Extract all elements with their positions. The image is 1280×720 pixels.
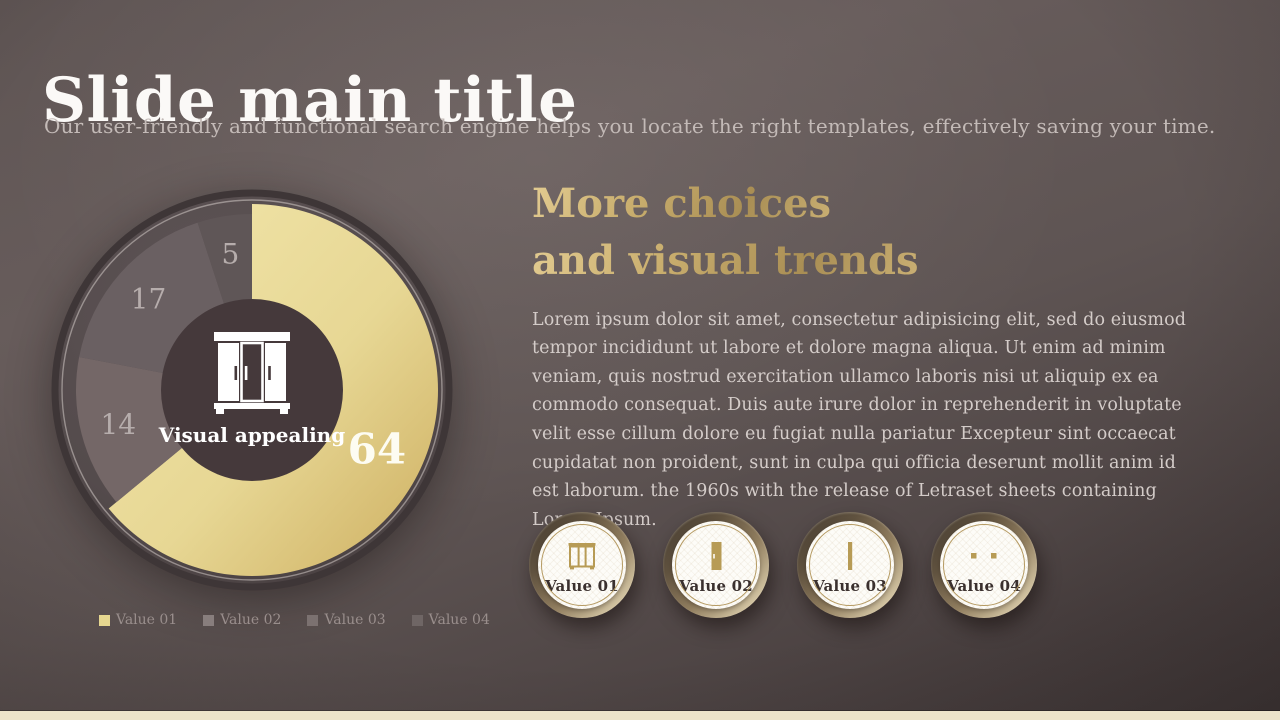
badge-label: Value 02 xyxy=(679,576,753,595)
legend-item: Value 04 xyxy=(411,612,490,628)
legend-swatch xyxy=(307,614,319,626)
badge-label: Value 03 xyxy=(813,576,887,595)
badge-row: Value 01 Value 02 Value 03 xyxy=(529,512,1037,618)
slide-subtitle: Our user-friendly and functional search … xyxy=(44,114,1216,138)
body-paragraph: Lorem ipsum dolor sit amet, consectetur … xyxy=(532,309,1187,530)
legend-swatch xyxy=(203,614,215,626)
badge-inner: Value 04 xyxy=(940,521,1028,609)
legend-item: Value 03 xyxy=(307,612,386,628)
handles-icon xyxy=(964,538,1004,574)
legend-swatch xyxy=(99,614,110,626)
donut-chart: 64 14 17 5 Visual appealing xyxy=(42,180,462,600)
pie-value-label: 64 xyxy=(348,425,406,474)
page-title: Slide main title xyxy=(42,64,578,136)
chart-ring xyxy=(61,199,443,581)
badge-inner: Value 01 xyxy=(538,521,626,609)
badge-inner: Value 02 xyxy=(672,521,760,609)
chart-center-label: Visual appealing xyxy=(158,423,345,447)
bottom-accent-strip xyxy=(0,711,1280,720)
legend-item: Value 01 xyxy=(99,612,177,628)
legend-label: Value 03 xyxy=(324,612,386,628)
door-icon xyxy=(699,538,733,574)
wardrobe-icon xyxy=(214,332,290,414)
legend-label: Value 02 xyxy=(220,612,282,628)
legend-item: Value 02 xyxy=(203,612,281,628)
chart-legend: Value 01 Value 02 Value 03 Value 04 xyxy=(99,612,490,628)
chart-hole xyxy=(161,299,343,481)
panel-icon xyxy=(833,538,867,574)
legend-swatch xyxy=(411,614,423,626)
badge-label: Value 01 xyxy=(545,576,619,595)
badge-label: Value 04 xyxy=(947,576,1021,595)
legend-label: Value 04 xyxy=(428,612,490,628)
badge-value-04: Value 04 xyxy=(931,512,1037,618)
donut-chart-svg: 64 14 17 5 Visual appealing xyxy=(51,189,453,591)
pie-value-label: 14 xyxy=(100,408,136,441)
section-heading: More choices and visual trends xyxy=(532,176,1208,290)
pie-labels: 64 14 17 5 xyxy=(100,238,406,474)
pie-value-label: 5 xyxy=(221,238,239,271)
badge-value-01: Value 01 xyxy=(529,512,635,618)
badge-value-03: Value 03 xyxy=(797,512,903,618)
section-heading-line1: More choices xyxy=(532,176,831,233)
section-heading-line2: and visual trends xyxy=(532,233,919,290)
wardrobe-icon xyxy=(565,538,599,574)
pie-value-label: 17 xyxy=(131,283,167,316)
content-column: More choices and visual trends Lorem ipsu… xyxy=(532,176,1208,534)
badge-inner: Value 03 xyxy=(806,521,894,609)
badge-value-02: Value 02 xyxy=(663,512,769,618)
legend-label: Value 01 xyxy=(116,612,178,628)
